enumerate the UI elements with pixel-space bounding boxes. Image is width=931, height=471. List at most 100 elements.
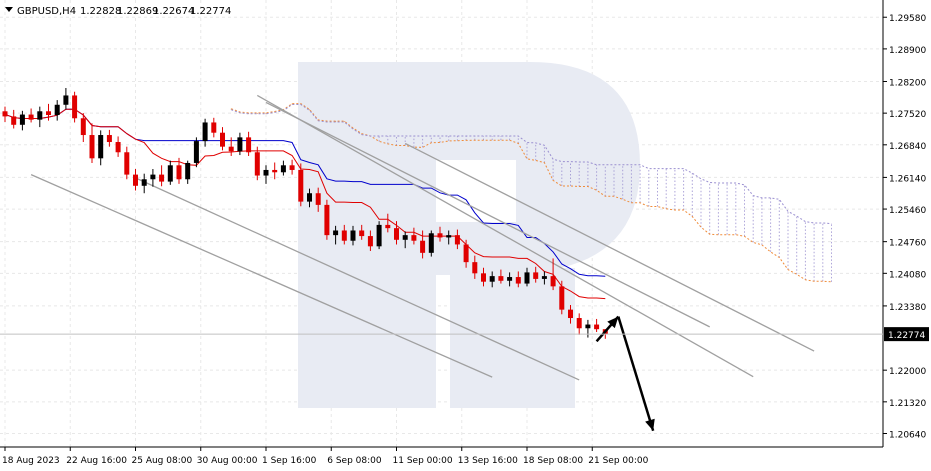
candle-body [176, 165, 182, 180]
trendline [265, 101, 710, 328]
y-tick-label: 1.26140 [889, 174, 926, 184]
candle-body [367, 236, 373, 247]
candle-body [576, 318, 582, 329]
candle-body [141, 179, 147, 186]
candle-body [437, 233, 443, 238]
trendline [256, 94, 754, 378]
forecast-arrow-shaft [617, 316, 655, 432]
candle-body [550, 276, 556, 287]
y-tick-label: 1.28900 [889, 46, 926, 56]
candle-body [402, 235, 408, 240]
candle-body [463, 244, 469, 263]
candle-body [524, 272, 530, 284]
candle-body [220, 132, 225, 147]
x-tick-label: 1 Sep 16:00 [262, 456, 317, 466]
x-tick-label: 30 Aug 00:00 [197, 456, 258, 466]
candle-body [2, 111, 8, 117]
y-tick-label: 1.28200 [889, 78, 926, 88]
x-tick-label: 25 Aug 08:00 [132, 456, 193, 466]
forecast-arrow-head [607, 316, 619, 329]
forecast-arrows [595, 315, 655, 432]
y-tick-label: 1.26840 [889, 142, 926, 152]
ohlc-close: 1.22774 [190, 6, 231, 17]
candle-body [106, 135, 112, 143]
y-tick-label: 1.24760 [889, 239, 926, 249]
candle-body [324, 204, 330, 236]
trendlines [30, 94, 815, 381]
candle-body [541, 276, 547, 279]
x-tick-label: 11 Sep 00:00 [393, 456, 453, 466]
dropdown-triangle-icon[interactable] [5, 7, 13, 12]
ohlc-open: 1.22828 [80, 6, 121, 17]
candle-body [454, 235, 460, 245]
candle-body [394, 228, 399, 240]
candle-body [159, 174, 165, 182]
candle-body [193, 141, 199, 163]
price-axis[interactable]: 1.29580 1.28900 1.28200 1.27520 1.26840 1.261… [883, 14, 926, 440]
x-tick-label: 21 Sep 00:00 [588, 456, 648, 466]
candle-body [315, 193, 321, 205]
x-tick-label: 18 Sep 08:00 [523, 456, 583, 466]
candle-body [54, 104, 60, 116]
y-tick-label: 1.24080 [889, 270, 926, 280]
candle-body [428, 233, 434, 253]
x-tick-label: 6 Sep 08:00 [327, 456, 382, 466]
candle-body [446, 235, 452, 238]
candle-body [472, 262, 478, 274]
candle-body [72, 95, 78, 119]
y-tick-label: 1.21320 [889, 399, 926, 409]
candle-body [263, 169, 269, 176]
candle-body [98, 135, 104, 159]
candle-body [254, 152, 260, 176]
symbol-timeframe: GBPUSD,H4 [17, 6, 76, 17]
candle-body [228, 146, 234, 152]
candle-body [333, 230, 339, 236]
candle-body [533, 272, 539, 279]
candle-body [46, 111, 51, 116]
trendline [404, 142, 815, 352]
candle-body [359, 230, 365, 237]
candle-body [411, 235, 417, 241]
x-tick-label: 22 Aug 16:00 [66, 456, 127, 466]
watermark-logo [298, 62, 640, 408]
trendline [135, 177, 580, 381]
ichimoku-cloud [230, 103, 832, 283]
candle-body [202, 122, 208, 142]
trendline [30, 174, 493, 378]
candle-body [298, 169, 304, 202]
candle-body [515, 277, 521, 284]
current-price-box [884, 327, 929, 342]
candle-body [272, 169, 278, 173]
y-tick-label: 1.27520 [889, 110, 926, 120]
candle-body [498, 276, 504, 281]
ohlc-high: 1.22869 [117, 6, 158, 17]
forecast-arrow-head [645, 418, 655, 431]
y-tick-label: 1.20640 [889, 430, 926, 440]
candle-body [594, 324, 600, 330]
chart-header: GBPUSD,H4 1.22828 1.22869 1.22674 1.2277… [5, 6, 231, 17]
y-tick-label: 1.23380 [889, 303, 926, 313]
candle-body [385, 224, 391, 229]
ohlc-low: 1.22674 [153, 6, 194, 17]
candle-body [585, 324, 591, 329]
candle-body [89, 135, 95, 159]
candle-body [481, 273, 486, 282]
candle-body [167, 165, 173, 182]
candle-body [133, 174, 138, 186]
y-tick-label: 1.29580 [889, 14, 926, 24]
candle-body [289, 165, 295, 170]
candle-body [80, 118, 86, 136]
candle-body [237, 137, 243, 152]
candle-body [246, 137, 252, 153]
time-axis[interactable]: 18 Aug 2023 22 Aug 16:00 25 Aug 08:00 30 Au… [2, 447, 649, 466]
candle-body [507, 277, 513, 281]
tenkan-line [4, 108, 606, 300]
candle-body [115, 142, 121, 153]
candle-body [11, 116, 17, 125]
candle-body [19, 114, 25, 125]
x-tick-label: 18 Aug 2023 [2, 456, 60, 466]
candle-body [568, 309, 573, 319]
candle-body [559, 286, 565, 310]
senkou-span-b [231, 104, 832, 225]
